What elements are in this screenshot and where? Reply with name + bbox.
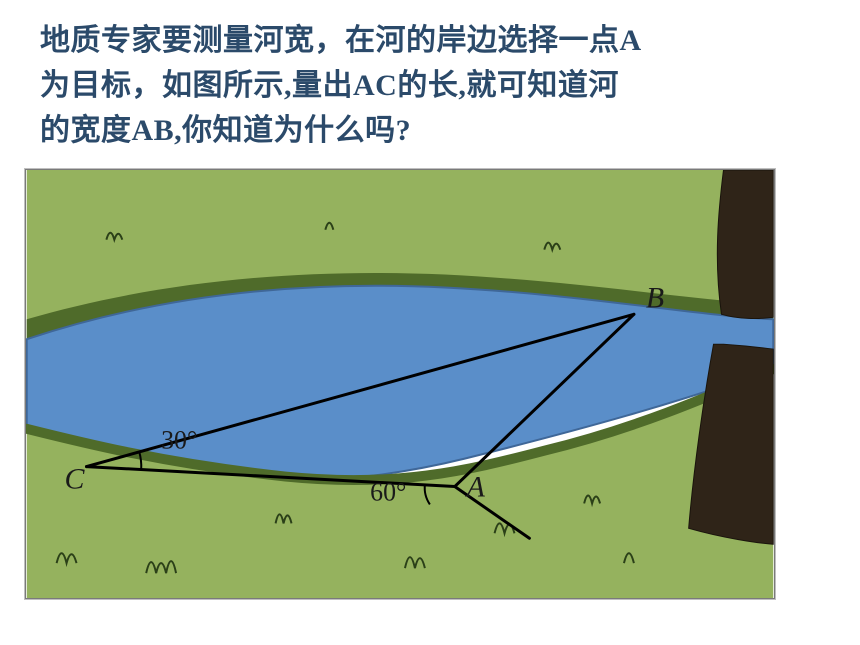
geometry-figure: C A B 30° 60° bbox=[25, 169, 775, 599]
problem-line-1: 地质专家要测量河宽，在河的岸边选择一点A bbox=[40, 18, 830, 63]
label-B: B bbox=[646, 281, 664, 314]
page: 地质专家要测量河宽，在河的岸边选择一点A 为目标，如图所示,量出AC的长,就可知… bbox=[0, 0, 860, 599]
label-C: C bbox=[65, 463, 86, 496]
problem-line-3: 的宽度AB,你知道为什么吗? bbox=[40, 108, 830, 153]
problem-text: 地质专家要测量河宽，在河的岸边选择一点A 为目标，如图所示,量出AC的长,就可知… bbox=[40, 18, 830, 153]
figure-container: C A B 30° 60° bbox=[25, 169, 830, 599]
angle-C-label: 30° bbox=[161, 426, 197, 455]
label-A: A bbox=[465, 470, 486, 503]
problem-line-2: 为目标，如图所示,量出AC的长,就可知道河 bbox=[40, 63, 830, 108]
angle-A-label: 60° bbox=[370, 477, 406, 506]
tree-top bbox=[717, 170, 773, 319]
